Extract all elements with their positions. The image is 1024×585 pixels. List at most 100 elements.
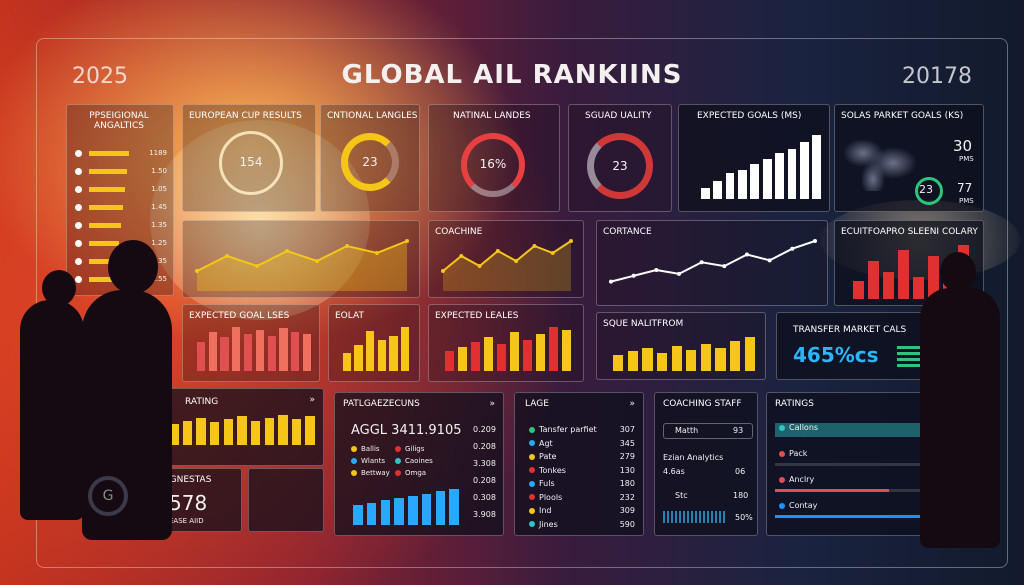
squad-nalitfrom-panel[interactable]: SQUE NALITFROM: [596, 312, 766, 380]
lage-item[interactable]: Agt 345: [529, 439, 635, 448]
chart-bar: [671, 345, 682, 371]
chart-bar: [279, 327, 288, 371]
expected-goals-panel[interactable]: EXPECTED GOALS (MS): [678, 104, 830, 212]
legend-item: Caoines: [395, 457, 433, 465]
item-value: 279: [619, 452, 635, 461]
data-point: [722, 264, 727, 269]
lage-item[interactable]: Pate 279: [529, 452, 635, 461]
row-value: 1.45: [151, 203, 167, 211]
logo-icon: G: [88, 476, 128, 516]
rating-track: [775, 463, 965, 466]
left-line-chart-panel[interactable]: [182, 220, 420, 298]
legend-item: Giligs: [395, 445, 424, 453]
data-point: [375, 251, 379, 255]
chart-bar: [353, 504, 363, 525]
eolat-panel[interactable]: EOLAT: [328, 304, 420, 382]
ring-gauge: [219, 131, 283, 195]
coaching-panel[interactable]: COACHING STAFF Matth 93 Ezian Analytics …: [654, 392, 758, 536]
item-dot: [779, 424, 785, 431]
data-point: [495, 249, 500, 253]
data-point: [631, 273, 636, 278]
data-point: [345, 244, 349, 248]
data-point: [514, 259, 519, 263]
chart-bar: [291, 331, 300, 371]
item-label: Jines: [539, 519, 558, 529]
lage-item[interactable]: Jines 590: [529, 520, 635, 529]
chart-bar: [366, 502, 377, 525]
cortance-panel[interactable]: CORTANCE: [596, 220, 828, 306]
stat-value: 30: [953, 137, 973, 155]
item-label: Pack: [789, 449, 808, 458]
row-value: 1.50: [151, 167, 167, 175]
pat-num: 0.209: [473, 425, 496, 434]
data-point: [477, 264, 482, 268]
expected-goal-panel[interactable]: EXPECTED GOAL LSES: [182, 304, 320, 382]
item-dot: [529, 494, 535, 500]
analytics-row: 1.35: [75, 221, 167, 231]
chart-bar: [169, 423, 179, 445]
stat-value: 23: [919, 183, 933, 196]
chart-bar: [713, 180, 722, 199]
expected-leales-panel[interactable]: EXPECTED LEALES: [428, 304, 584, 382]
patl-panel[interactable]: PATLGAEZECUNS » AGGL 3411.9105 Ballis Gil…: [334, 392, 504, 536]
legend-item: Wlants: [351, 457, 385, 465]
chart-bar: [812, 135, 822, 199]
year-right: 20178: [902, 64, 972, 89]
coachine-panel[interactable]: COACHINE: [428, 220, 584, 298]
legend-dot: [351, 458, 357, 464]
chart-bar: [196, 417, 206, 445]
chart-bar: [750, 164, 760, 199]
chart-bar: [394, 498, 404, 525]
expand-icon[interactable]: »: [629, 399, 635, 409]
row-value: 1.55: [151, 275, 167, 283]
mini-table-panel[interactable]: [248, 468, 324, 532]
chart-bar: [928, 255, 939, 299]
lage-item[interactable]: Ind 309: [529, 506, 635, 515]
expand-icon[interactable]: »: [309, 395, 315, 405]
euro-cup-panel[interactable]: EUROPEAN CUP RESULTS 154: [182, 104, 316, 212]
lage-panel[interactable]: LAGE » Tansfer parfiet 307 Agt 345 Pate 279 To…: [514, 392, 644, 536]
data-point: [315, 259, 319, 263]
lage-item[interactable]: Fuls 180: [529, 479, 635, 488]
national-langles-panel[interactable]: CNTIONAL LANGLES 23: [320, 104, 420, 212]
item-dot: [779, 476, 785, 483]
row-icon: [75, 204, 82, 211]
panel-title: EXPECTED GOAL LSES: [189, 311, 290, 321]
lage-item[interactable]: Tansfer parfiet 307: [529, 425, 635, 434]
market-goals-panel[interactable]: SOLAS PARKET GOALS (KS) 30 PMS 23 77 PMS: [834, 104, 984, 212]
data-point: [532, 244, 537, 248]
row-value: 1.05: [151, 185, 167, 193]
chart-bar: [509, 331, 520, 371]
item-label: Contay: [789, 501, 818, 510]
chart-bar: [243, 333, 253, 371]
lage-item[interactable]: Plools 232: [529, 493, 635, 502]
item-value: 590: [619, 519, 635, 529]
item-label: Fuls: [539, 479, 555, 488]
stat-sub: PMS: [959, 197, 974, 205]
chart-bar: [729, 340, 741, 371]
analytics-row: 1.45: [75, 203, 167, 213]
chart-bar: [470, 341, 481, 371]
expand-icon[interactable]: »: [489, 399, 495, 409]
panel-title: EUROPEAN CUP RESULTS: [189, 111, 302, 121]
lage-item[interactable]: Tonkes 130: [529, 466, 635, 475]
panel-title: RATING: [185, 397, 219, 407]
rating-fill: [775, 515, 956, 518]
national-landes-panel[interactable]: NATINAL LANDES 16%: [428, 104, 560, 212]
search-box[interactable]: [663, 423, 753, 439]
chart-bar: [305, 416, 315, 445]
rating-track: [775, 515, 965, 518]
ignestas-panel[interactable]: IGNESTAS 578 EASE AIID: [160, 468, 242, 532]
coach-foot: 50%: [735, 513, 753, 522]
panel-title: SOLAS PARKET GOALS (KS): [841, 111, 964, 121]
row-value: 1.35: [151, 257, 167, 265]
squad-quality-panel[interactable]: SGUAD UALITY 23: [568, 104, 672, 212]
chart-bar: [208, 331, 217, 371]
item-dot: [529, 480, 535, 487]
item-value: 180: [619, 479, 635, 488]
item-dot: [529, 521, 535, 527]
data-point: [459, 254, 464, 258]
chart-bar: [496, 343, 507, 371]
item-value: 130: [619, 465, 635, 475]
area-chart: [195, 239, 409, 291]
